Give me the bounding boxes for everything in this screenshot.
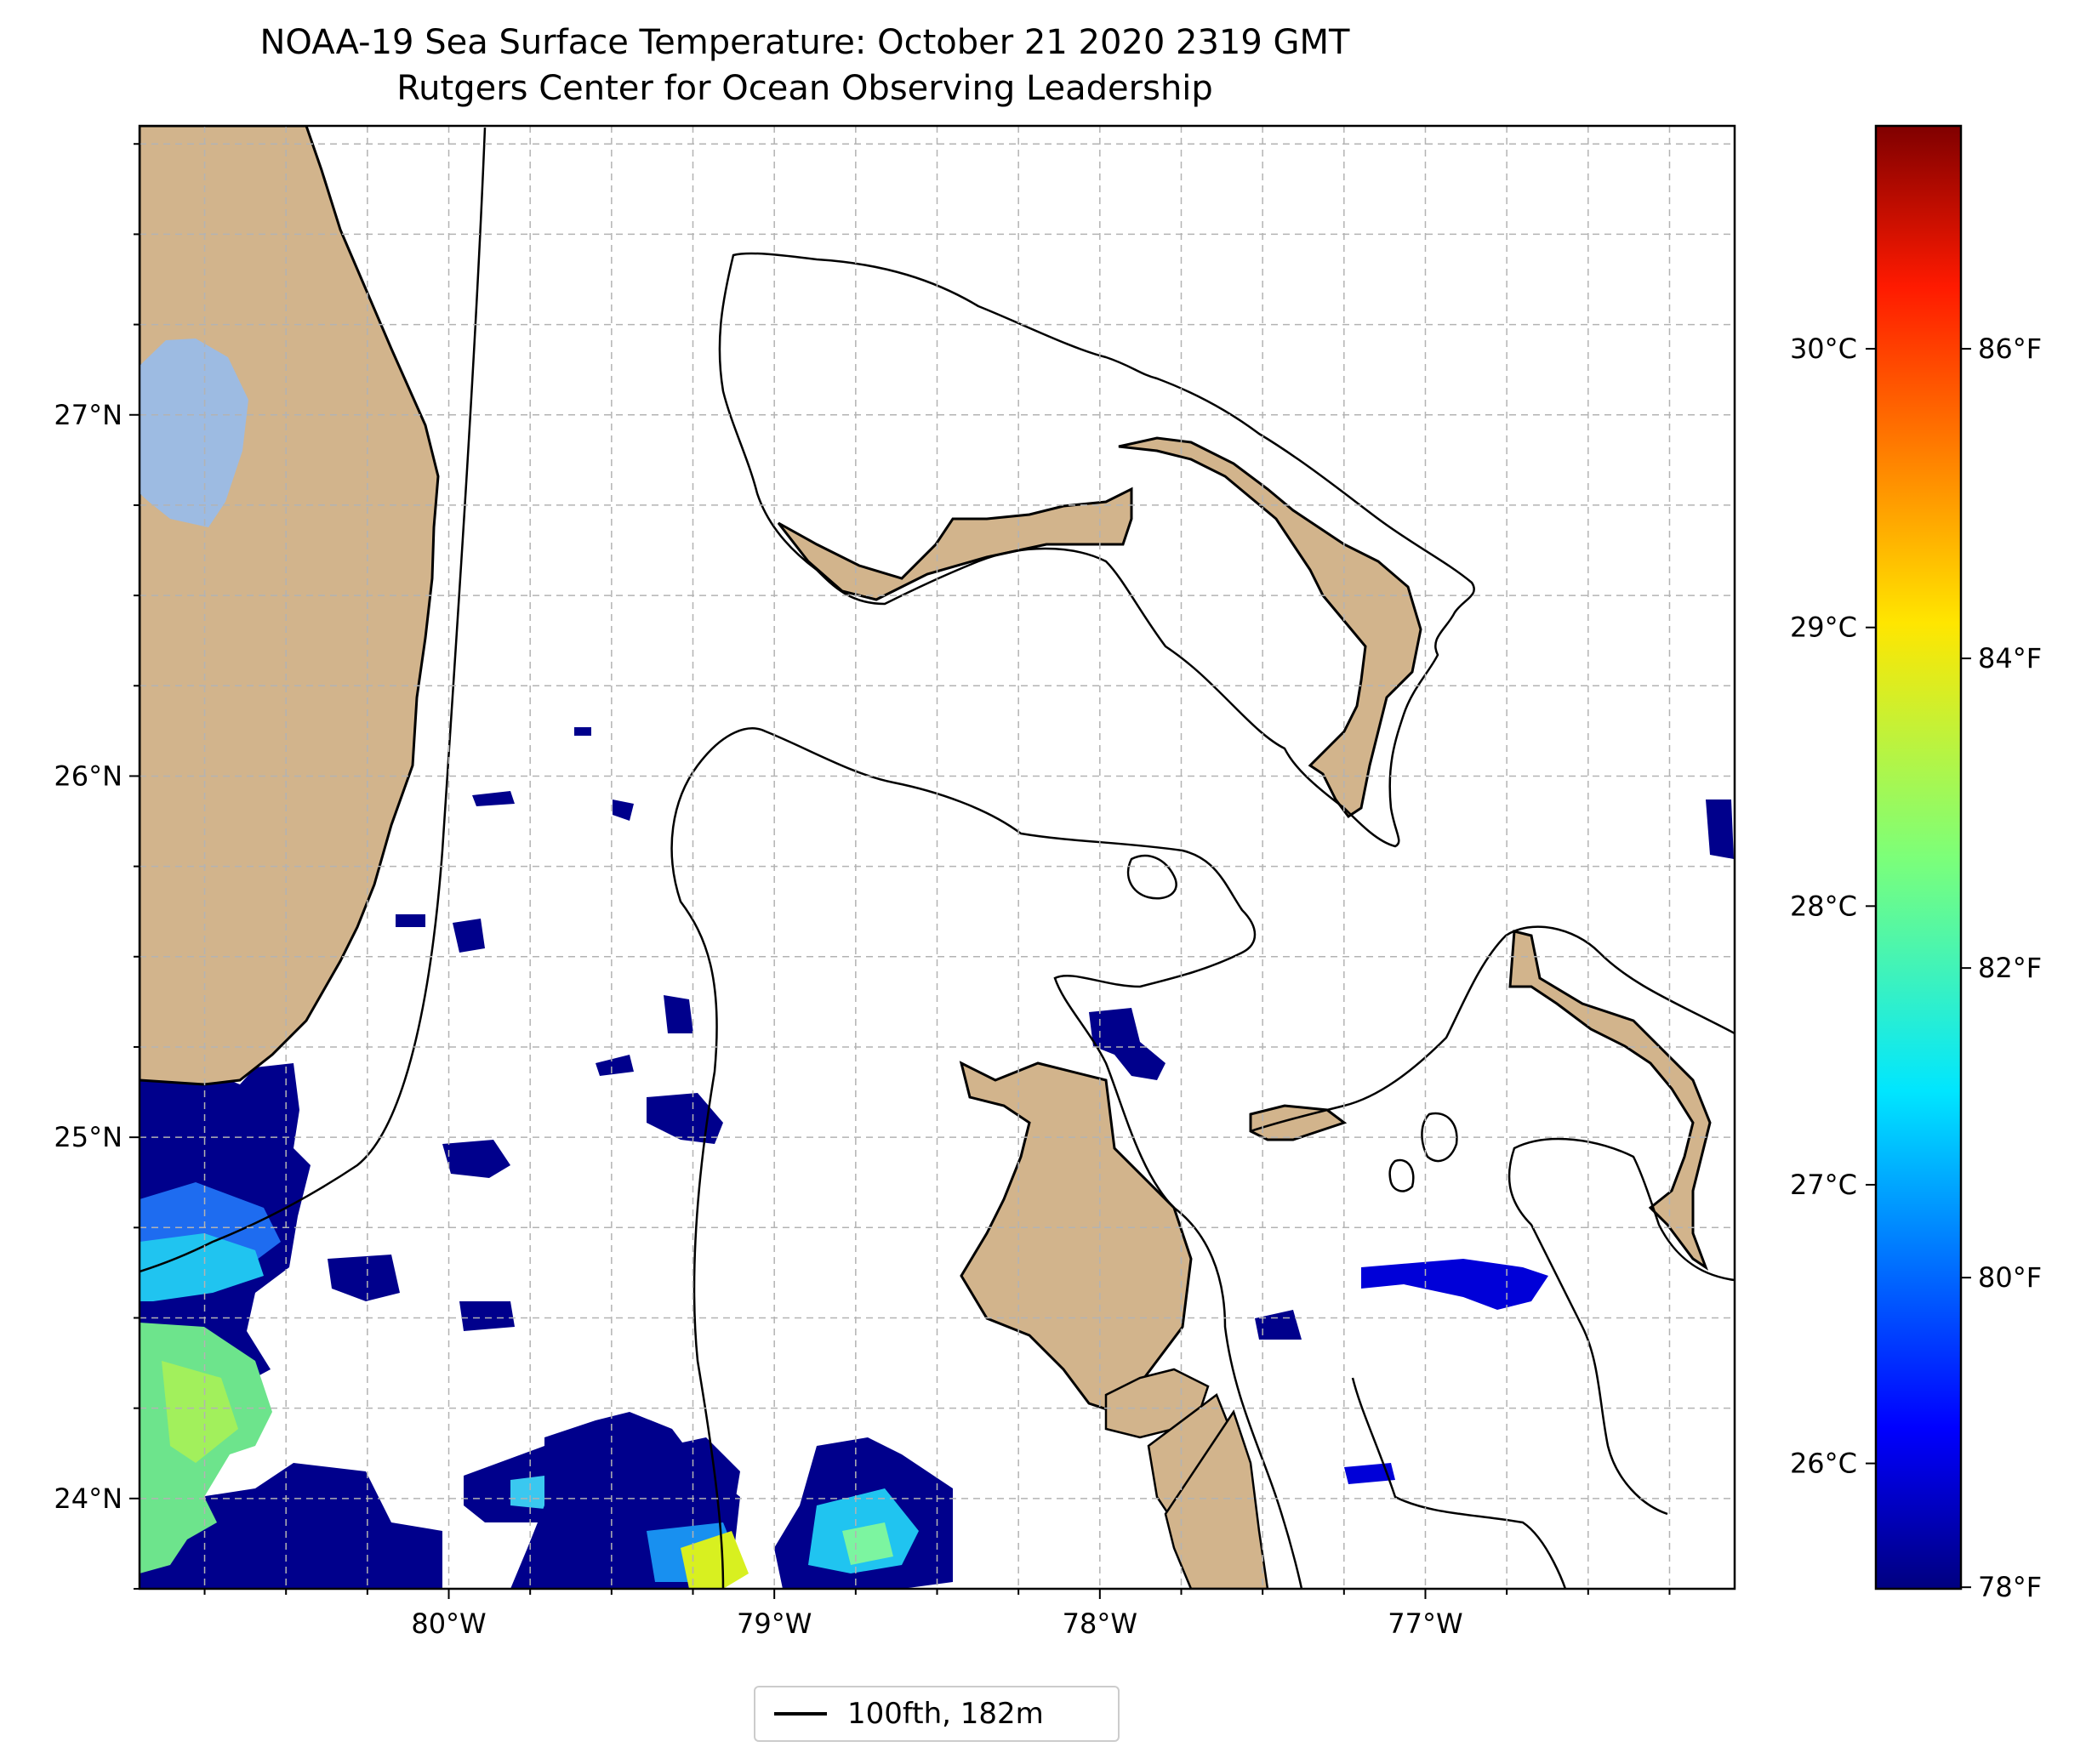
lat-tick-label: 25°N — [54, 1121, 123, 1153]
colorbar-ticks: 26°C 27°C 28°C 29°C 30°C 78°F 80°F 82°F 84°F 86°F — [1790, 333, 2042, 1603]
lat-tick-label: 27°N — [54, 399, 123, 431]
fahrenheit-tick-label: 86°F — [1978, 333, 2042, 365]
legend-line-swatch — [774, 1712, 827, 1716]
sst-pixels — [140, 489, 1734, 1589]
legend: 100fth, 182m — [754, 1686, 1120, 1742]
lon-tick-label: 78°W — [1063, 1608, 1137, 1640]
map-frame — [138, 124, 1736, 1590]
lat-tick-label: 24°N — [54, 1482, 123, 1515]
figure-title: NOAA-19 Sea Surface Temperature: October… — [259, 23, 1350, 62]
100fth-contours — [140, 127, 1735, 1589]
figure-subtitle: Rutgers Center for Ocean Observing Leade… — [396, 69, 1213, 108]
map-ticks: 80°W 79°W 78°W 77°W 24°N 25°N 26°N 27°N — [54, 143, 1671, 1640]
map-gridlines — [140, 126, 1735, 1589]
celsius-tick-label: 30°C — [1790, 333, 1857, 365]
celsius-tick-label: 26°C — [1790, 1448, 1857, 1480]
fahrenheit-tick-label: 84°F — [1978, 642, 2042, 674]
lon-tick-label: 79°W — [737, 1608, 812, 1640]
fahrenheit-tick-label: 78°F — [1978, 1571, 2042, 1603]
lon-tick-label: 80°W — [411, 1608, 486, 1640]
lon-tick-label: 77°W — [1388, 1608, 1462, 1640]
colorbar — [1874, 124, 1963, 1590]
celsius-tick-label: 27°C — [1790, 1169, 1857, 1201]
lat-tick-label: 26°N — [54, 760, 123, 792]
celsius-tick-label: 29°C — [1790, 612, 1857, 644]
land-areas — [140, 126, 1712, 1589]
fahrenheit-tick-label: 82°F — [1978, 952, 2042, 984]
celsius-tick-label: 28°C — [1790, 890, 1857, 922]
legend-label: 100fth, 182m — [847, 1697, 1044, 1731]
fahrenheit-tick-label: 80°F — [1978, 1261, 2042, 1294]
